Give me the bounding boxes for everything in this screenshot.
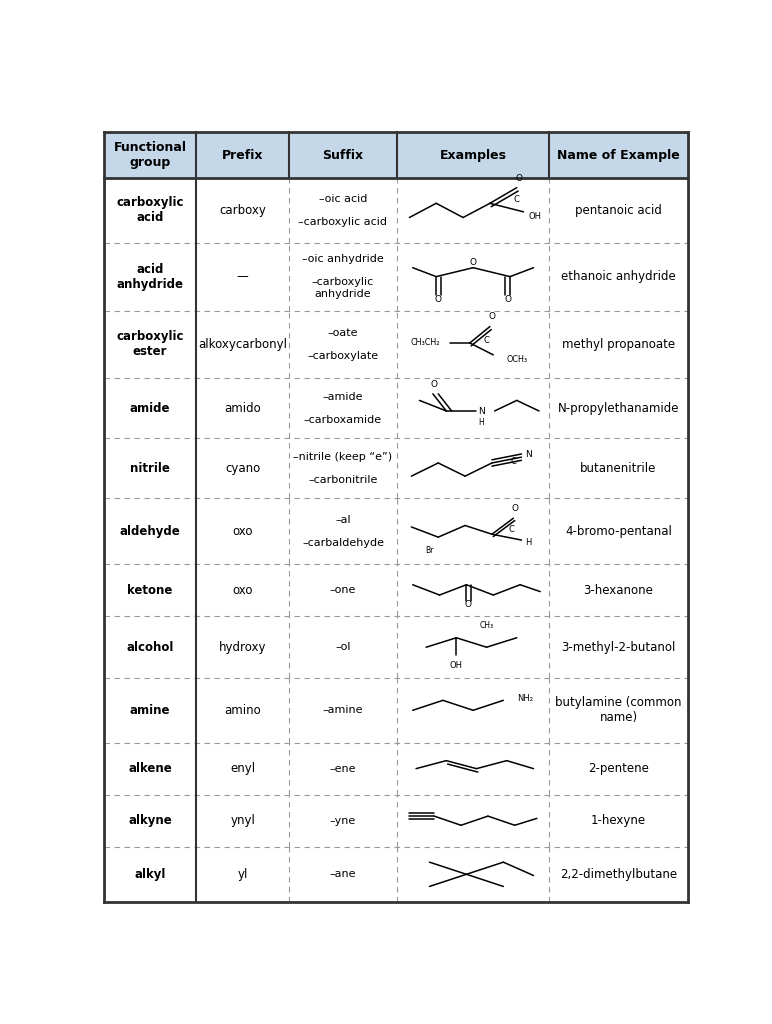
Text: alkyl: alkyl [134,867,166,881]
Text: Prefix: Prefix [222,148,263,162]
Text: 2-pentene: 2-pentene [588,762,649,775]
Text: carboxylic
acid: carboxylic acid [117,197,184,224]
Text: amide: amide [130,401,171,415]
Text: amido: amido [225,401,261,415]
Text: C: C [483,336,489,345]
Text: N-propylethanamide: N-propylethanamide [557,401,679,415]
Text: –amine: –amine [323,706,364,716]
Text: ketone: ketone [127,584,173,597]
Text: 3-methyl-2-butanol: 3-methyl-2-butanol [561,641,676,653]
Text: 4-bromo-pentanal: 4-bromo-pentanal [565,525,672,538]
Text: –ane: –ane [330,869,356,880]
Text: O: O [431,380,438,389]
Text: alcohol: alcohol [127,641,174,653]
Text: CH₃CH₂: CH₃CH₂ [410,339,439,347]
Text: –oic anhydride

–carboxylic
anhydride: –oic anhydride –carboxylic anhydride [302,254,384,299]
Text: –ene: –ene [330,764,356,774]
Text: oxo: oxo [232,584,253,597]
Text: —: — [237,270,249,283]
Text: N: N [479,407,486,416]
Text: C: C [513,196,520,204]
Text: carboxy: carboxy [219,204,266,217]
Text: –oic acid

–carboxylic acid: –oic acid –carboxylic acid [299,194,388,227]
Text: oxo: oxo [232,525,253,538]
Text: H: H [479,419,484,427]
Text: O: O [435,295,442,303]
Text: O: O [469,258,476,267]
Text: C: C [508,525,514,535]
Text: Br: Br [425,547,434,555]
Text: C: C [510,457,516,466]
Text: Functional
group: Functional group [113,141,187,169]
Text: NH₂: NH₂ [516,694,533,702]
Text: methyl propanoate: methyl propanoate [562,338,675,351]
Text: hydroxy: hydroxy [219,641,266,653]
Text: acid
anhydride: acid anhydride [117,262,184,291]
Text: nitrile: nitrile [130,462,170,475]
Text: 3-hexanone: 3-hexanone [584,584,653,597]
Text: pentanoic acid: pentanoic acid [575,204,662,217]
Text: –yne: –yne [330,816,356,825]
Text: ethanoic anhydride: ethanoic anhydride [561,270,676,283]
Text: –oate

–carboxylate: –oate –carboxylate [307,328,378,361]
Text: butanenitrile: butanenitrile [581,462,657,475]
Text: OCH₃: OCH₃ [506,355,528,365]
Text: yl: yl [238,867,248,881]
Text: aldehyde: aldehyde [120,525,181,538]
Text: 1-hexyne: 1-hexyne [591,814,646,827]
Text: alkyne: alkyne [128,814,172,827]
Text: amine: amine [130,703,171,717]
Text: H: H [526,538,532,547]
Text: OH: OH [528,212,541,220]
Text: –one: –one [330,586,356,595]
Text: alkene: alkene [128,762,172,775]
Text: OH: OH [450,662,463,671]
Text: amino: amino [225,703,261,717]
Text: butylamine (common
name): butylamine (common name) [555,696,682,724]
Text: –ol: –ol [335,642,350,652]
Text: Suffix: Suffix [323,148,364,162]
Text: carboxylic
ester: carboxylic ester [117,331,184,358]
Text: CH₃: CH₃ [479,621,493,630]
Text: O: O [515,174,523,183]
Text: O: O [511,504,518,513]
Text: enyl: enyl [230,762,256,775]
Text: O: O [505,295,512,303]
Text: alkoxycarbonyl: alkoxycarbonyl [198,338,287,351]
Text: O: O [489,312,496,322]
Text: O: O [465,600,472,609]
Text: –al

–carbaldehyde: –al –carbaldehyde [302,515,384,548]
Bar [103,132,688,178]
Text: Examples: Examples [439,148,506,162]
Text: ynyl: ynyl [230,814,256,827]
Text: –amide

–carboxamide: –amide –carboxamide [304,392,382,425]
Text: cyano: cyano [225,462,260,475]
Text: Name of Example: Name of Example [557,148,680,162]
Text: N: N [526,450,532,459]
Text: –nitrile (keep “e”)

–carbonitrile: –nitrile (keep “e”) –carbonitrile [293,452,393,484]
Text: 2,2-dimethylbutane: 2,2-dimethylbutane [560,867,677,881]
